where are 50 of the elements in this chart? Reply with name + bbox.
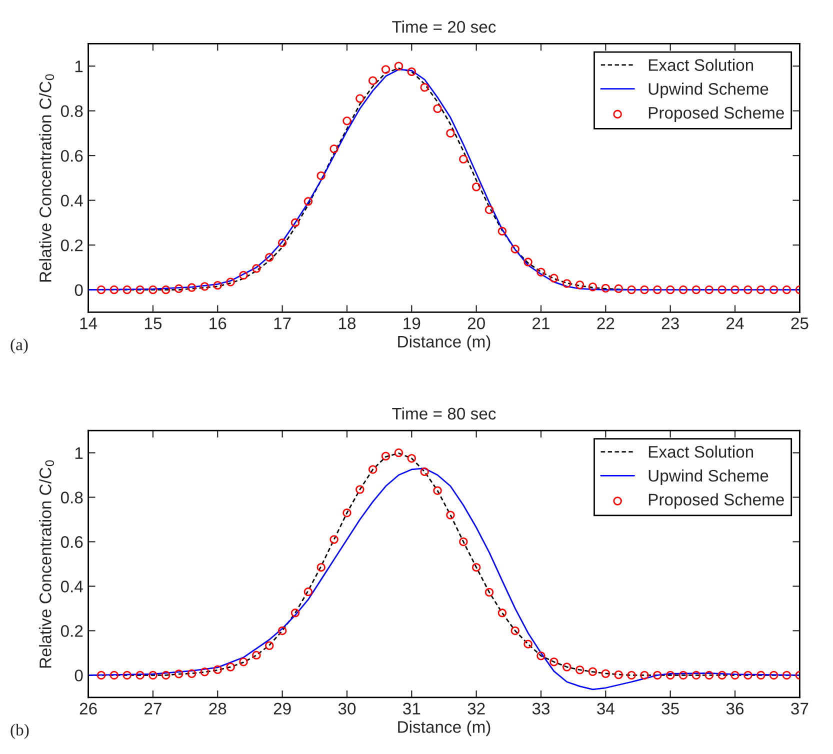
chart-title: Time = 80 sec bbox=[392, 407, 496, 420]
y-tick-label: 0.2 bbox=[60, 239, 83, 252]
x-tick-label: 35 bbox=[662, 702, 679, 715]
x-tick-label: 27 bbox=[144, 702, 162, 714]
y-tick-label: 0.4 bbox=[60, 194, 83, 207]
y-tick-label: 0.4 bbox=[60, 580, 83, 592]
x-tick-label: 32 bbox=[468, 702, 485, 715]
chart-title: Time = 20 sec bbox=[392, 20, 496, 33]
x-tick-label: 26 bbox=[80, 702, 97, 715]
x-tick-label: 28 bbox=[209, 702, 226, 715]
x-tick-label: 21 bbox=[532, 317, 550, 330]
x-tick-label: 30 bbox=[338, 702, 356, 715]
x-tick-label: 18 bbox=[338, 317, 356, 330]
y-tick-label: 0.6 bbox=[60, 150, 83, 162]
x-tick-label: 24 bbox=[726, 317, 744, 330]
x-tick-label: 29 bbox=[274, 702, 291, 715]
y-tick-label: 0 bbox=[74, 670, 83, 682]
x-tick-label: 19 bbox=[404, 317, 420, 330]
x-tick-label: 20 bbox=[468, 317, 485, 330]
x-tick-label: 33 bbox=[532, 702, 550, 715]
x-tick-label: 34 bbox=[597, 702, 614, 715]
x-tick-label: 17 bbox=[274, 318, 291, 330]
x-tick-label: 14 bbox=[80, 318, 98, 330]
text: (b) bbox=[10, 724, 29, 739]
legend-label: Proposed Scheme bbox=[648, 106, 784, 122]
x-tick-label: 16 bbox=[210, 317, 226, 330]
x-tick-label: 36 bbox=[726, 702, 744, 715]
x-tick-label: 23 bbox=[662, 317, 679, 330]
x-tick-label: 37 bbox=[791, 702, 808, 715]
x-axis-title: Distance (m) bbox=[398, 720, 490, 736]
legend-label: Upwind Scheme bbox=[648, 469, 768, 485]
y-axis-title: Relative Concentration C/C$_{0}$ bbox=[39, 74, 54, 282]
y-tick-label: 0.8 bbox=[60, 492, 83, 504]
x-tick-label: 15 bbox=[144, 318, 162, 330]
y-tick-label: 1 bbox=[75, 447, 83, 459]
y-tick-label: 0 bbox=[74, 284, 83, 296]
legend-label: Exact Solution bbox=[648, 58, 754, 71]
x-tick-label: 31 bbox=[403, 702, 420, 715]
x-tick-label: 25 bbox=[791, 317, 808, 330]
y-axis-title: Relative Concentration C/C$_{0}$ bbox=[39, 460, 54, 668]
y-tick-label: 1 bbox=[75, 60, 83, 72]
y-tick-label: 0.6 bbox=[60, 536, 83, 548]
y-tick-label: 0.2 bbox=[60, 625, 83, 637]
text: (a) bbox=[10, 338, 28, 354]
x-tick-label: 22 bbox=[597, 317, 614, 330]
y-tick-label: 0.8 bbox=[60, 105, 83, 118]
x-axis-title: Distance (m) bbox=[398, 335, 490, 351]
legend-label: Upwind Scheme bbox=[648, 82, 768, 98]
legend-label: Exact Solution bbox=[648, 446, 754, 458]
legend-label: Proposed Scheme bbox=[648, 493, 784, 509]
